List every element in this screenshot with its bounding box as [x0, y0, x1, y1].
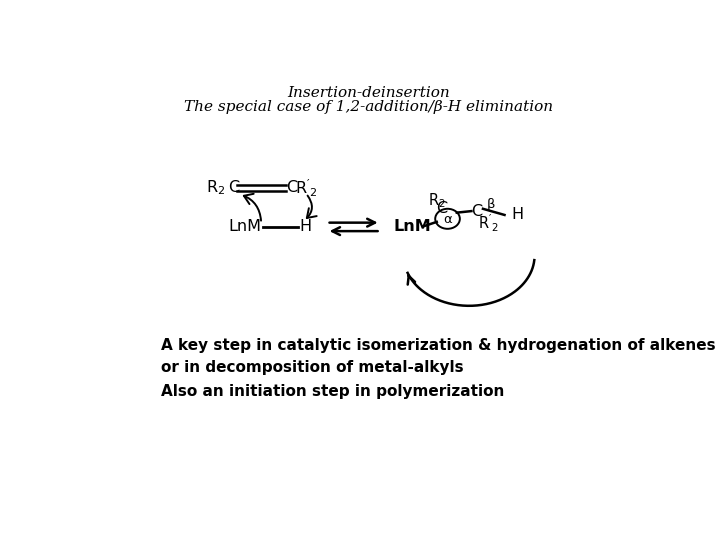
FancyArrowPatch shape	[244, 194, 261, 221]
Text: The special case of 1,2-addition/β-H elimination: The special case of 1,2-addition/β-H eli…	[184, 100, 554, 114]
Text: $\mathregular{R_2}$: $\mathregular{R_2}$	[206, 179, 225, 197]
Text: $\mathregular{R'_2}$: $\mathregular{R'_2}$	[477, 213, 498, 234]
FancyArrowPatch shape	[307, 195, 317, 218]
Text: β: β	[487, 198, 495, 212]
Text: LnM: LnM	[229, 219, 262, 234]
Text: C: C	[228, 180, 239, 195]
Text: C: C	[436, 201, 447, 217]
Text: $\mathregular{R'_2}$: $\mathregular{R'_2}$	[295, 177, 318, 199]
Text: Also an initiation step in polymerization: Also an initiation step in polymerizatio…	[161, 384, 505, 400]
Text: $\mathregular{R_2}$: $\mathregular{R_2}$	[428, 191, 446, 210]
Text: LnM: LnM	[394, 219, 431, 234]
Text: α: α	[444, 213, 452, 226]
Text: C: C	[287, 180, 298, 195]
Text: C: C	[471, 204, 482, 219]
Text: H: H	[511, 207, 523, 222]
Text: H: H	[299, 219, 311, 234]
Text: Insertion-deinsertion: Insertion-deinsertion	[287, 86, 451, 100]
Text: A key step in catalytic isomerization & hydrogenation of alkenes
or in decomposi: A key step in catalytic isomerization & …	[161, 338, 716, 375]
